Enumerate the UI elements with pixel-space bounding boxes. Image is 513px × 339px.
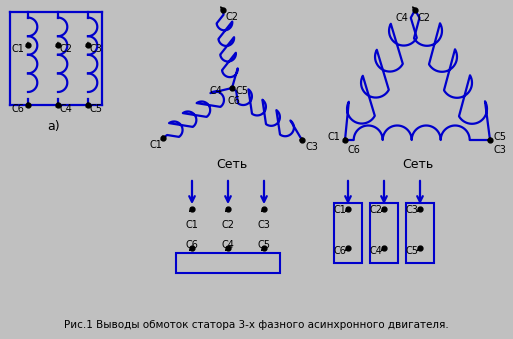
Text: C6: C6 — [347, 145, 360, 155]
Text: C6: C6 — [11, 104, 24, 114]
Text: Сеть: Сеть — [402, 158, 433, 171]
Text: C6: C6 — [334, 246, 347, 256]
Text: C2: C2 — [370, 205, 383, 215]
Text: C5: C5 — [406, 246, 419, 256]
Text: C1: C1 — [327, 132, 340, 142]
Text: C5: C5 — [258, 240, 271, 250]
Text: C4: C4 — [370, 246, 383, 256]
Text: Сеть: Сеть — [216, 158, 248, 171]
Bar — [334, 203, 362, 263]
Text: C1: C1 — [334, 205, 347, 215]
Text: C1: C1 — [149, 140, 162, 150]
Text: C2: C2 — [418, 13, 431, 23]
Text: C3: C3 — [90, 43, 103, 54]
Bar — [370, 203, 398, 263]
Text: C4: C4 — [60, 104, 73, 114]
Text: C1: C1 — [11, 43, 24, 54]
Text: C3: C3 — [493, 145, 506, 155]
Bar — [176, 253, 280, 273]
Text: C3: C3 — [305, 142, 318, 152]
Text: C6: C6 — [227, 96, 240, 106]
Text: C5: C5 — [493, 132, 506, 142]
Text: C6: C6 — [186, 240, 199, 250]
Text: а): а) — [48, 120, 61, 133]
Text: C5: C5 — [235, 86, 248, 96]
Text: C5: C5 — [90, 104, 103, 114]
Text: C3: C3 — [406, 205, 419, 215]
Text: C4: C4 — [395, 13, 408, 23]
Text: C4: C4 — [210, 86, 223, 96]
Text: C1: C1 — [186, 220, 199, 230]
Text: Рис.1 Выводы обмоток статора 3-х фазного асинхронного двигателя.: Рис.1 Выводы обмоток статора 3-х фазного… — [64, 320, 448, 330]
Text: C2: C2 — [222, 220, 235, 230]
Bar — [406, 203, 434, 263]
Text: C3: C3 — [258, 220, 271, 230]
Text: C2: C2 — [226, 12, 239, 22]
Text: C4: C4 — [222, 240, 235, 250]
Text: C2: C2 — [60, 43, 73, 54]
